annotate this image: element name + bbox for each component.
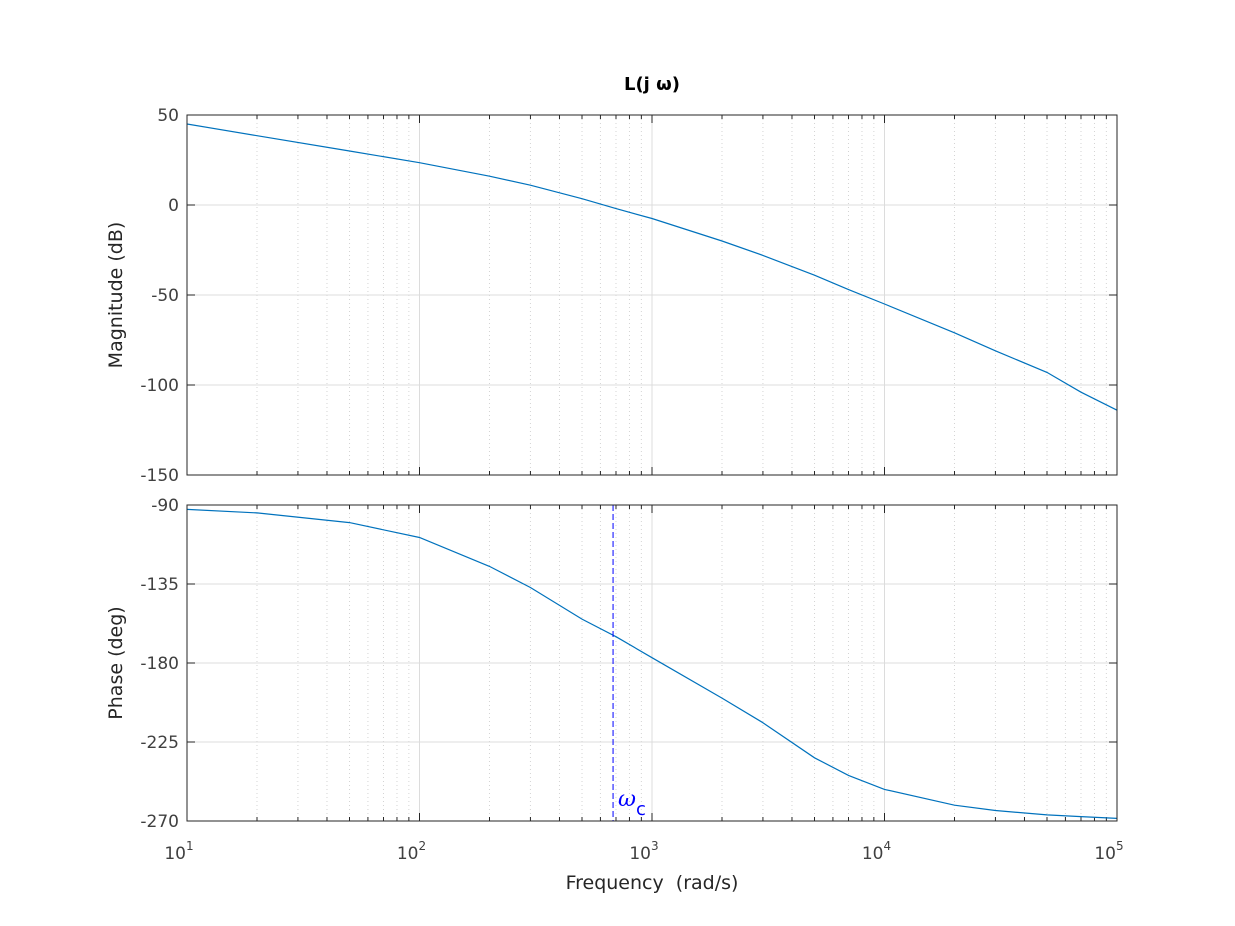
phase-y-tick-label-3: -225: [140, 733, 179, 753]
x-tick-label-0: 101: [164, 839, 193, 864]
magnitude-axes-box: [186, 114, 1118, 476]
phase-y-tick-label-4: -270: [140, 812, 179, 832]
magnitude-y-axis-label: Magnitude (dB): [105, 222, 127, 369]
magnitude-y-tick-label-2: -50: [151, 286, 179, 306]
phase-series-line: [186, 508, 1118, 819]
phase-y-tick-label-2: -180: [140, 654, 179, 674]
magnitude-y-tick-label-4: -150: [140, 466, 179, 486]
x-axis-label: Frequency (rad/s): [566, 872, 739, 894]
x-tick-label-4: 105: [1094, 839, 1123, 864]
x-tick-label-2: 103: [629, 839, 658, 864]
x-tick-label-1: 102: [397, 839, 426, 864]
x-tick-label-3: 104: [862, 839, 891, 864]
phase-y-axis-label: Phase (deg): [105, 606, 127, 719]
magnitude-y-tick-label-3: -100: [140, 376, 179, 396]
magnitude-plot: 50 0 -50 -100 -150: [140, 106, 1118, 486]
phase-axes-box: [186, 504, 1118, 822]
phase-y-tick-label-0: -90: [151, 496, 179, 516]
figure-title: L(j ω): [624, 74, 680, 95]
phase-y-tick-label-1: -135: [140, 575, 179, 595]
magnitude-y-tick-label-1: 0: [168, 196, 179, 216]
magnitude-y-tick-label-0: 50: [157, 106, 179, 126]
magnitude-series-line: [186, 123, 1118, 411]
crossover-frequency-label: ωc: [618, 787, 646, 820]
phase-plot: 101 102 103 104 105 -90 -135 -180 -225 -270 ωc: [140, 496, 1123, 864]
